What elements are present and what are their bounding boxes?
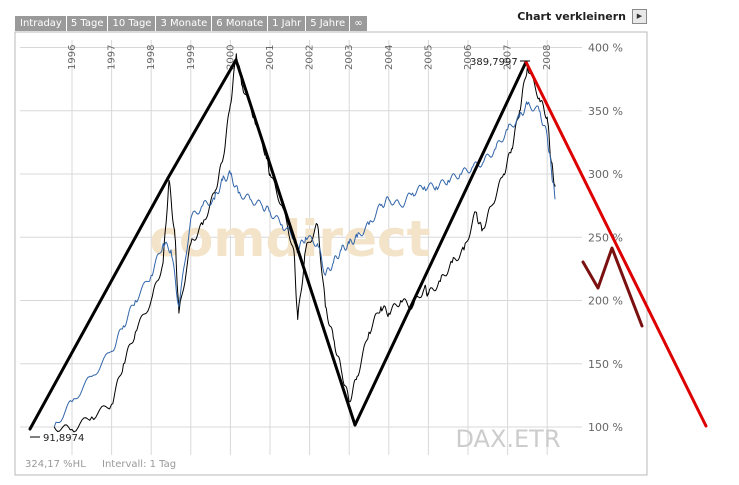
- series-group: [53, 53, 556, 433]
- y-tick-label: 200 %: [588, 295, 623, 308]
- trend-line-red: [524, 60, 708, 428]
- x-tick-label: 2003: [344, 45, 355, 70]
- x-tick-label: 1999: [186, 45, 197, 70]
- x-tick-label: 2008: [542, 45, 553, 70]
- x-tick-label: 2002: [305, 45, 316, 70]
- y-tick-label: 300 %: [588, 168, 623, 181]
- black-price-line: [53, 53, 556, 433]
- x-tick-label: 2006: [463, 45, 474, 70]
- plot-area: [14, 31, 648, 476]
- x-tick-label: 2001: [265, 45, 276, 70]
- trend-line-up-2: [166, 58, 238, 180]
- trend-line-down-1: [234, 58, 357, 427]
- x-tick-label: 1996: [67, 45, 78, 70]
- x-axis: 1996 1997 1998 1999 2000 2001 2002 2003 2004 2005…: [67, 45, 553, 70]
- tab-intraday[interactable]: Intraday: [15, 16, 66, 31]
- watermark-symbol: DAX.ETR: [455, 425, 560, 453]
- chart-verkleinern-link[interactable]: Chart verkleinern: [517, 10, 626, 23]
- x-tick-label: 1997: [107, 45, 118, 70]
- y-axis: 100 % 150 % 200 % 250 % 300 % 350 % 400 %: [588, 42, 623, 435]
- blue-price-line: [53, 101, 556, 428]
- footer-range: 324,17 %HL: [25, 459, 86, 470]
- grid: [20, 40, 582, 455]
- x-tick-label: 2005: [423, 45, 434, 70]
- y-tick-label: 400 %: [588, 42, 623, 55]
- low-annotation: 91,8974: [43, 433, 84, 444]
- tab-6-monate[interactable]: 6 Monate: [212, 16, 268, 31]
- x-tick-label: 2004: [384, 45, 395, 70]
- footer-interval: Intervall: 1 Tag: [102, 459, 176, 470]
- tab-10-tage[interactable]: 10 Tage: [108, 16, 156, 31]
- y-tick-label: 250 %: [588, 231, 623, 244]
- timeframe-tabs: Intraday 5 Tage 10 Tage 3 Monate 6 Monat…: [15, 16, 368, 31]
- chart-zoom-control: Chart verkleinern ▶: [517, 9, 647, 24]
- high-annotation: 389,7997: [470, 57, 518, 68]
- x-tick-label: 2000: [225, 45, 236, 70]
- y-tick-label: 350 %: [588, 105, 623, 118]
- trend-line-dark-red: [581, 246, 644, 328]
- tab-3-monate[interactable]: 3 Monate: [156, 16, 212, 31]
- y-tick-label: 150 %: [588, 358, 623, 371]
- y-tick-label: 100 %: [588, 421, 623, 434]
- tab-1-jahr[interactable]: 1 Jahr: [268, 16, 306, 31]
- tab-5-tage[interactable]: 5 Tage: [66, 16, 108, 31]
- play-arrow-icon[interactable]: ▶: [632, 9, 647, 24]
- trend-lines: [28, 58, 708, 438]
- trend-line-up-3: [353, 60, 528, 427]
- tab-5-jahre[interactable]: 5 Jahre: [306, 16, 350, 31]
- tab-max[interactable]: ∞: [350, 16, 367, 31]
- trend-line-up-1: [28, 176, 170, 431]
- x-tick-label: 2007: [503, 45, 514, 70]
- x-tick-label: 1998: [146, 45, 157, 70]
